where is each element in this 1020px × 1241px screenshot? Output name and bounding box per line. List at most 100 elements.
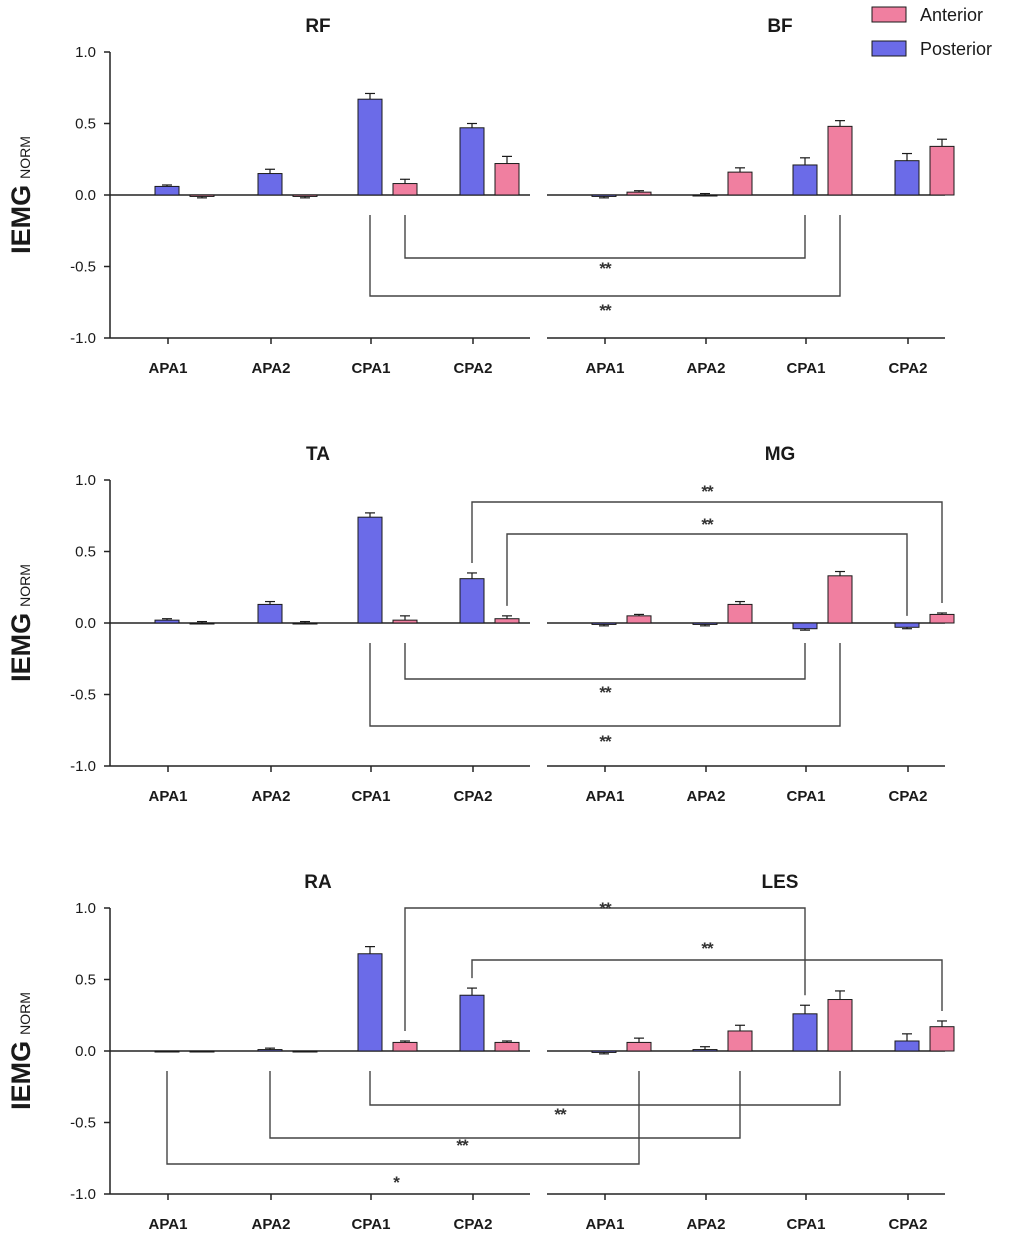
x-tick-label: APA2: [687, 360, 726, 377]
bar-anterior: [189, 1050, 215, 1053]
bracket-line: [404, 643, 806, 680]
bar-posterior: [692, 194, 718, 197]
significance-bracket: **: [404, 215, 806, 278]
bar-posterior: [154, 619, 180, 624]
bar-posterior: [591, 194, 617, 197]
y-tick-label: 0.0: [75, 187, 96, 204]
bar-posterior: [459, 578, 485, 624]
bar-anterior: [494, 618, 520, 624]
bar-anterior: [392, 1041, 418, 1052]
significance-label: **: [456, 1136, 469, 1155]
x-tick-label: APA1: [586, 788, 625, 805]
panel-title: TA: [306, 444, 330, 465]
bar-posterior: [459, 994, 485, 1052]
bar-anterior: [292, 194, 318, 197]
legend-swatch-posterior: [871, 40, 907, 57]
x-tick-label: CPA2: [889, 360, 928, 377]
bar-posterior: [257, 173, 283, 196]
panel-bf: BF APA1 APA2 CPA1 CPA2: [547, 16, 955, 377]
bracket-line: [166, 1071, 640, 1165]
bar-posterior: [459, 127, 485, 196]
y-tick-label: 0.0: [75, 1043, 96, 1060]
y-axis-label-main: IEMG: [6, 1041, 36, 1110]
bracket-line: [369, 1071, 841, 1106]
bracket-line: [404, 907, 806, 1031]
bar-anterior: [189, 622, 215, 625]
significance-label: **: [701, 482, 714, 501]
y-tick-label: 0.0: [75, 615, 96, 632]
bar-posterior: [894, 1040, 920, 1052]
panel-mg: MG APA1 APA2 CPA1 CPA2: [547, 444, 955, 805]
significance-label: **: [554, 1105, 567, 1124]
x-tick-label: CPA1: [352, 360, 391, 377]
x-tick-label: APA1: [586, 1216, 625, 1233]
y-tick-label: -0.5: [70, 259, 96, 276]
x-tick-label: CPA1: [352, 1216, 391, 1233]
bar-posterior: [591, 1050, 617, 1053]
panel-title: RF: [305, 16, 330, 37]
bar-anterior: [626, 615, 652, 624]
panel-rf: RF APA1 APA2 CPA1 CPA2: [110, 16, 530, 377]
legend: Anterior Posterior: [871, 5, 992, 59]
y-tick-label: 1.0: [75, 900, 96, 917]
bar-anterior: [827, 999, 853, 1052]
bar-anterior: [392, 619, 418, 624]
bracket-line: [404, 215, 806, 259]
bar-anterior: [727, 171, 753, 196]
significance-bracket: **: [369, 643, 841, 751]
significance-bracket: **: [369, 215, 841, 320]
panel-title: RA: [304, 872, 332, 893]
x-tick-label: APA1: [586, 360, 625, 377]
legend-label-anterior: Anterior: [920, 5, 983, 25]
y-tick-label: 0.5: [75, 544, 96, 561]
bar-posterior: [357, 98, 383, 196]
bar-posterior: [357, 516, 383, 624]
bar-posterior: [154, 185, 180, 196]
significance-bracket: **: [471, 939, 943, 1011]
y-axis-label-sub: NORM: [17, 136, 33, 179]
significance-label: **: [599, 899, 612, 918]
x-tick-label: CPA1: [787, 360, 826, 377]
bracket-line: [471, 959, 943, 1011]
x-tick-label: CPA1: [787, 1216, 826, 1233]
bar-anterior: [929, 613, 955, 624]
bracket-line: [269, 1071, 741, 1139]
bar-posterior: [357, 953, 383, 1052]
significance-label: **: [599, 683, 612, 702]
y-tick-label: 0.5: [75, 116, 96, 133]
bar-anterior: [494, 163, 520, 196]
significance-label: **: [599, 732, 612, 751]
y-tick-label: 1.0: [75, 472, 96, 489]
panel-title: LES: [762, 872, 799, 893]
chart-row-2: 1.0 0.5 0.0 -0.5 -1.0 IEMG NORM TA APA1 APA2 CPA1 C…: [6, 444, 955, 805]
bracket-line: [506, 533, 908, 616]
bar-posterior: [792, 622, 818, 630]
panel-title: MG: [765, 444, 796, 465]
bar-posterior: [894, 160, 920, 196]
bar-anterior: [827, 125, 853, 196]
legend-label-posterior: Posterior: [920, 39, 992, 59]
x-tick-label: CPA2: [454, 360, 493, 377]
bar-anterior: [827, 575, 853, 624]
x-tick-label: APA1: [149, 360, 188, 377]
bar-posterior: [894, 622, 920, 628]
x-tick-label: CPA2: [454, 788, 493, 805]
x-tick-label: APA2: [687, 788, 726, 805]
y-tick-label: -0.5: [70, 687, 96, 704]
y-tick-label: -1.0: [70, 1186, 96, 1203]
bracket-line: [369, 215, 841, 297]
bar-posterior: [591, 622, 617, 625]
y-tick-label: 0.5: [75, 972, 96, 989]
bar-anterior: [189, 194, 215, 197]
y-tick-label: -0.5: [70, 1115, 96, 1132]
significance-bracket: *: [166, 1071, 640, 1192]
bar-anterior: [392, 183, 418, 196]
x-tick-label: APA2: [252, 360, 291, 377]
panel-ra: RA APA1 APA2 CPA1 CPA2: [110, 872, 530, 1233]
chart-row-1: 1.0 0.5 0.0 -0.5 -1.0 IEMG NORM RF APA1 APA2 CPA1 C…: [6, 16, 955, 377]
x-tick-label: APA2: [252, 1216, 291, 1233]
bracket-line: [471, 501, 943, 603]
bar-anterior: [626, 191, 652, 196]
bar-posterior: [792, 164, 818, 196]
